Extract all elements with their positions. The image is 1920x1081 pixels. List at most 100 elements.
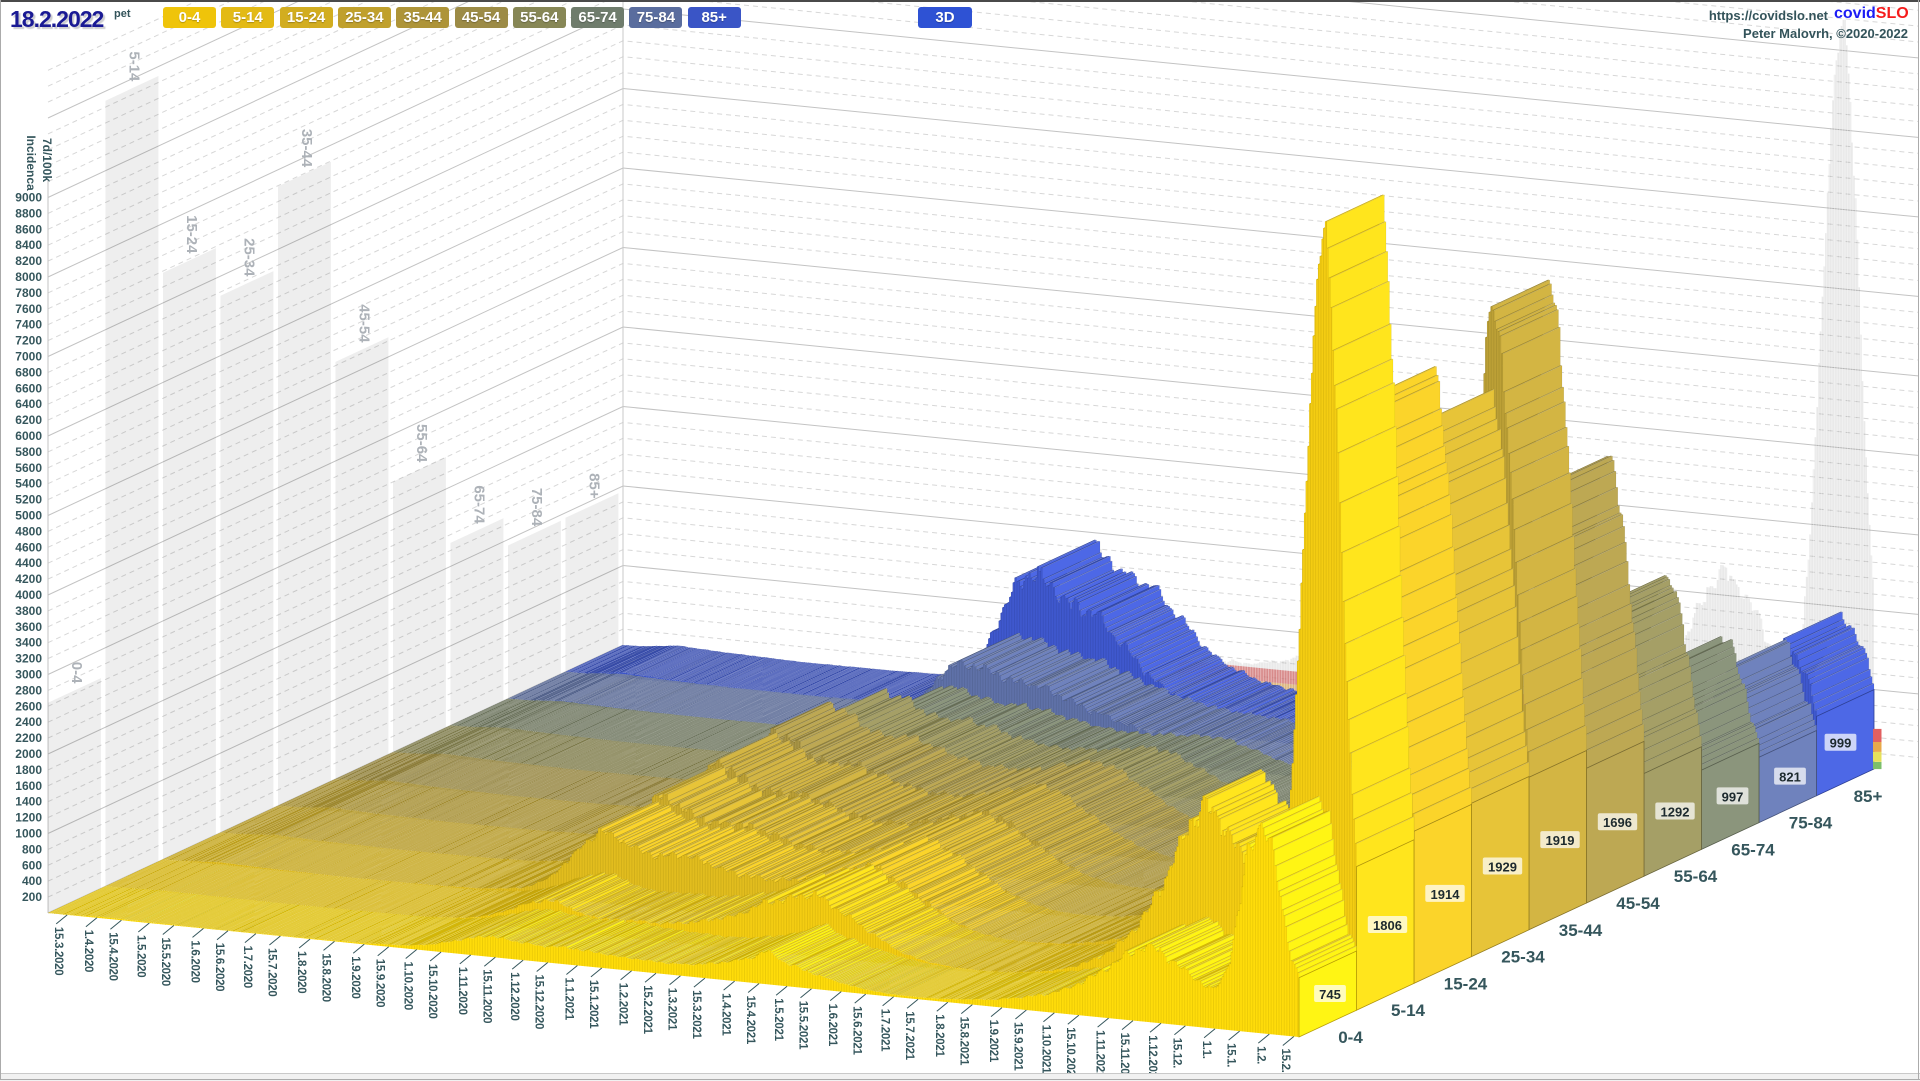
end-value-45-54: 1696 (1603, 815, 1632, 830)
date-tick-1.11.2021: 1.11.2021 (1094, 1030, 1106, 1079)
date-tick-1.5.2021: 1.5.2021 (772, 998, 784, 1041)
end-value-65-74: 997 (1722, 789, 1744, 804)
window-frame-right (1918, 0, 1919, 1080)
date-tick-15.5.2021: 15.5.2021 (797, 1001, 809, 1050)
date-tick-15.9.2020: 15.9.2020 (374, 959, 386, 1007)
age-button-5-14[interactable]: 5-14 (221, 7, 275, 28)
y-tick-8000: 8000 (15, 270, 42, 284)
view-3d-button[interactable]: 3D (918, 7, 972, 28)
date-tick-15.4.2020: 15.4.2020 (106, 932, 118, 980)
ghost-label-85+: 85+ (586, 473, 603, 499)
date-tick-15.12.: 15.12. (1170, 1038, 1182, 1068)
age-axis-label-85+: 85+ (1854, 787, 1883, 806)
y-tick-5600: 5600 (15, 461, 42, 475)
date-tick-15.10.2021: 15.10.2021 (1064, 1027, 1076, 1080)
y-tick-1200: 1200 (15, 811, 42, 825)
date-tick-1.6.2021: 1.6.2021 (826, 1004, 838, 1047)
ghost-label-15-24: 15-24 (183, 215, 200, 254)
age-axis-label-55-64: 55-64 (1674, 867, 1718, 886)
ghost-45-54 (335, 337, 389, 779)
date-tick-15.7.2020: 15.7.2020 (265, 948, 277, 996)
y-tick-6600: 6600 (15, 381, 42, 395)
date-tick-1.8.2020: 1.8.2020 (295, 951, 307, 993)
date-tick-15.9.2021: 15.9.2021 (1011, 1022, 1023, 1071)
age-button-35-44[interactable]: 35-44 (396, 7, 450, 28)
date-tick-1.3.2021: 1.3.2021 (666, 988, 678, 1031)
y-tick-3800: 3800 (15, 604, 42, 618)
ghost-label-5-14: 5-14 (126, 51, 143, 82)
date-tick-1.9.2020: 1.9.2020 (349, 956, 361, 998)
y-tick-8200: 8200 (15, 254, 42, 268)
age-axis-label-15-24: 15-24 (1444, 974, 1488, 993)
date-tick-1.2.2021: 1.2.2021 (617, 983, 629, 1026)
ghost-25-34 (220, 271, 274, 833)
y-tick-7600: 7600 (15, 302, 42, 316)
ghost-label-35-44: 35-44 (298, 129, 315, 168)
age-button-55-64[interactable]: 55-64 (512, 7, 566, 28)
y-tick-1800: 1800 (15, 763, 42, 777)
y-tick-8400: 8400 (15, 238, 42, 252)
date-tick-15.8.2021: 15.8.2021 (957, 1017, 969, 1066)
age-button-0-4[interactable]: 0-4 (163, 7, 216, 28)
date-tick-15.3.2021: 15.3.2021 (690, 990, 702, 1039)
end-value-0-4: 745 (1319, 987, 1341, 1002)
date-tick-1.4.2021: 1.4.2021 (720, 993, 732, 1036)
x-axis: 15.3.2020 1.4.2020 15.4.2020 1.5.2020 15.5.2… (52, 914, 1295, 1080)
age-button-75-84[interactable]: 75-84 (629, 7, 683, 28)
date-tick-1.1.2021: 1.1.2021 (562, 978, 574, 1021)
y-tick-4200: 4200 (15, 572, 42, 586)
y-tick-2200: 2200 (15, 731, 42, 745)
date-tick-15.8.2020: 15.8.2020 (320, 953, 332, 1001)
y-tick-4400: 4400 (15, 556, 42, 570)
threshold-scale (1873, 728, 1882, 770)
selected-date[interactable]: 18.2.2022 (10, 6, 104, 33)
ridge-5-14[interactable]: 1806 (105, 194, 1415, 1011)
age-button-85+[interactable]: 85+ (687, 7, 741, 28)
copyright-credit: Peter Malovrh, ©2020-2022 (1600, 26, 1908, 41)
y-tick-800: 800 (22, 842, 42, 856)
age-button-45-54[interactable]: 45-54 (454, 7, 508, 28)
age-button-65-74[interactable]: 65-74 (571, 7, 625, 28)
ridge-0-4[interactable]: 745 (48, 795, 1357, 1038)
y-tick-2600: 2600 (15, 699, 42, 713)
date-tick-15.7.2021: 15.7.2021 (903, 1011, 915, 1060)
end-value-15-24: 1914 (1431, 887, 1461, 902)
y-tick-7400: 7400 (15, 318, 42, 332)
age-axis-labels: 0-4 5-14 15-24 25-34 35-44 45-54 55-64 65-74 75-… (1338, 787, 1882, 1047)
y-tick-5800: 5800 (15, 445, 42, 459)
age-button-25-34[interactable]: 25-34 (337, 7, 391, 28)
date-tick-1.12.2021: 1.12.2021 (1146, 1035, 1158, 1080)
y-tick-8800: 8800 (15, 206, 42, 220)
window-frame-left (0, 0, 1, 1080)
age-button-15-24[interactable]: 15-24 (279, 7, 333, 28)
end-value-25-34: 1929 (1488, 860, 1517, 875)
date-tick-1.4.2020: 1.4.2020 (82, 930, 94, 972)
y-axis-title-line2: Incidenca (24, 135, 38, 191)
ghost-label-75-84: 75-84 (528, 488, 545, 527)
date-tick-1.2.: 1.2. (1254, 1046, 1266, 1064)
y-tick-2000: 2000 (15, 747, 42, 761)
date-tick-15.11.2020: 15.11.2020 (480, 969, 492, 1023)
date-tick-1.10.2021: 1.10.2021 (1039, 1025, 1051, 1074)
y-tick-200: 200 (22, 890, 42, 904)
date-tick-1.8.2021: 1.8.2021 (933, 1014, 945, 1057)
date-tick-15.5.2020: 15.5.2020 (159, 938, 171, 986)
age-axis-label-75-84: 75-84 (1789, 814, 1833, 833)
y-tick-5000: 5000 (15, 509, 42, 523)
weekday-abbreviation: pet (114, 8, 131, 20)
ghost-label-45-54: 45-54 (356, 304, 373, 343)
y-tick-4600: 4600 (15, 540, 42, 554)
date-tick-1.1.: 1.1. (1200, 1041, 1212, 1059)
date-tick-15.10.2020: 15.10.2020 (426, 964, 438, 1019)
date-tick-15.12.2020: 15.12.2020 (533, 975, 545, 1030)
y-tick-3400: 3400 (15, 636, 42, 650)
date-tick-1.12.2020: 1.12.2020 (508, 972, 520, 1020)
site-url-link[interactable]: https://covidslo.net (1640, 8, 1828, 23)
y-tick-2800: 2800 (15, 683, 42, 697)
date-tick-1.10.2020: 1.10.2020 (402, 962, 414, 1010)
y-tick-3600: 3600 (15, 620, 42, 634)
y-tick-3000: 3000 (15, 668, 42, 682)
ghost-label-25-34: 25-34 (241, 238, 258, 277)
